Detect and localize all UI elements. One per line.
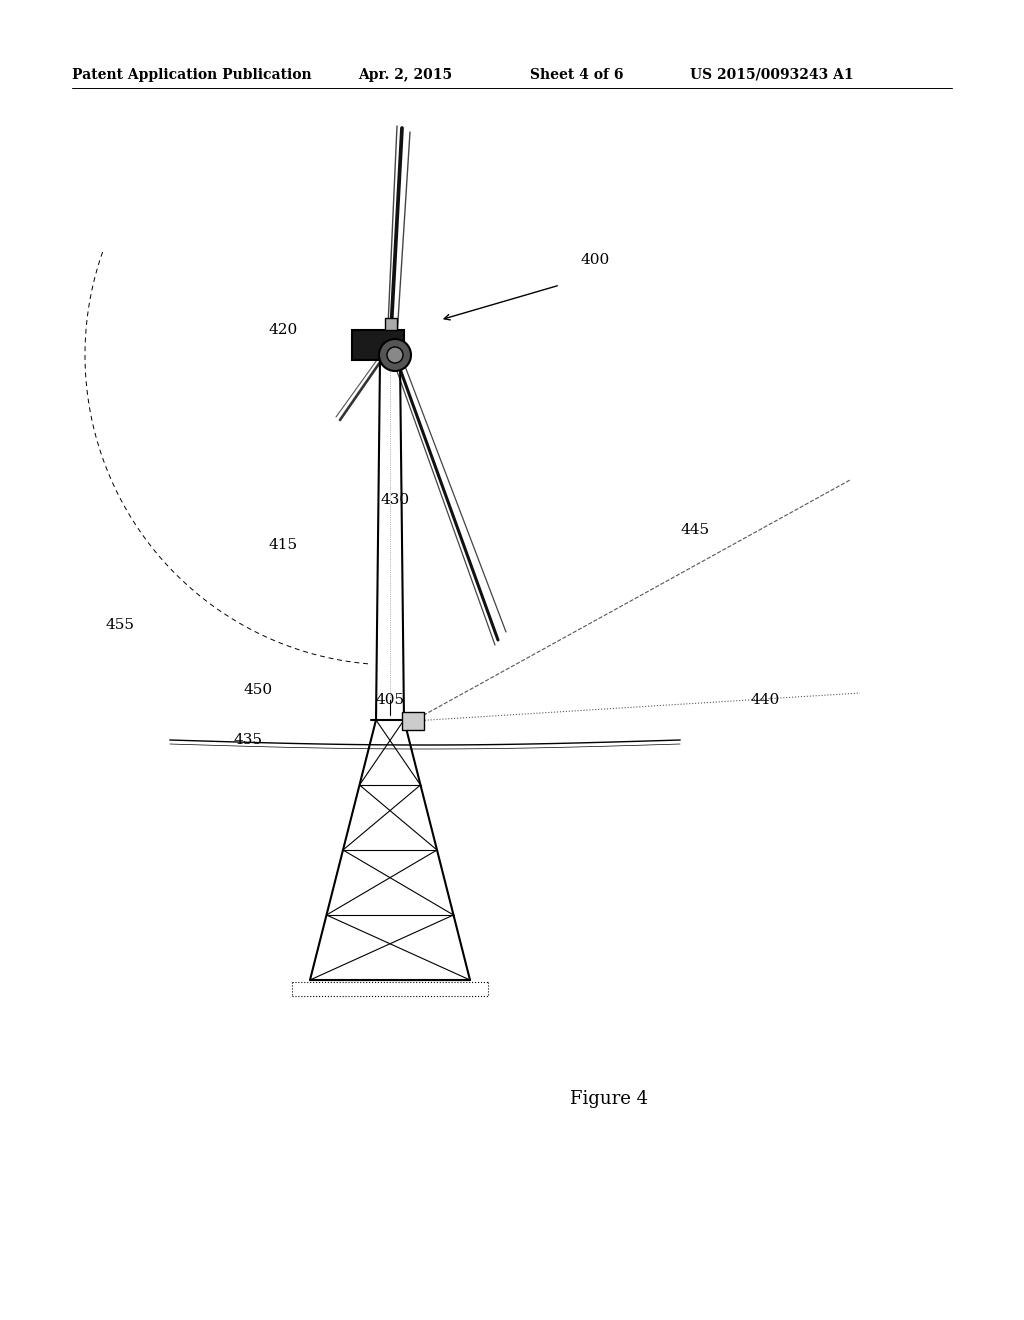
Text: 420: 420 bbox=[268, 323, 298, 337]
Text: 450: 450 bbox=[244, 682, 272, 697]
Circle shape bbox=[379, 339, 411, 371]
Text: 425: 425 bbox=[350, 333, 380, 347]
Bar bbox=[402, 711, 424, 730]
Circle shape bbox=[387, 347, 403, 363]
Text: 445: 445 bbox=[680, 523, 710, 537]
Text: 405: 405 bbox=[376, 693, 404, 708]
Text: 455: 455 bbox=[105, 618, 134, 632]
Text: Patent Application Publication: Patent Application Publication bbox=[72, 69, 311, 82]
Text: Apr. 2, 2015: Apr. 2, 2015 bbox=[358, 69, 453, 82]
Text: 415: 415 bbox=[268, 539, 298, 552]
Bar bbox=[352, 330, 404, 360]
Text: 400: 400 bbox=[581, 253, 609, 267]
Text: 440: 440 bbox=[751, 693, 779, 708]
Text: Figure 4: Figure 4 bbox=[570, 1090, 648, 1107]
Text: 430: 430 bbox=[381, 492, 410, 507]
Text: Sheet 4 of 6: Sheet 4 of 6 bbox=[530, 69, 624, 82]
Text: 435: 435 bbox=[233, 733, 262, 747]
Text: US 2015/0093243 A1: US 2015/0093243 A1 bbox=[690, 69, 854, 82]
Bar bbox=[385, 318, 397, 330]
